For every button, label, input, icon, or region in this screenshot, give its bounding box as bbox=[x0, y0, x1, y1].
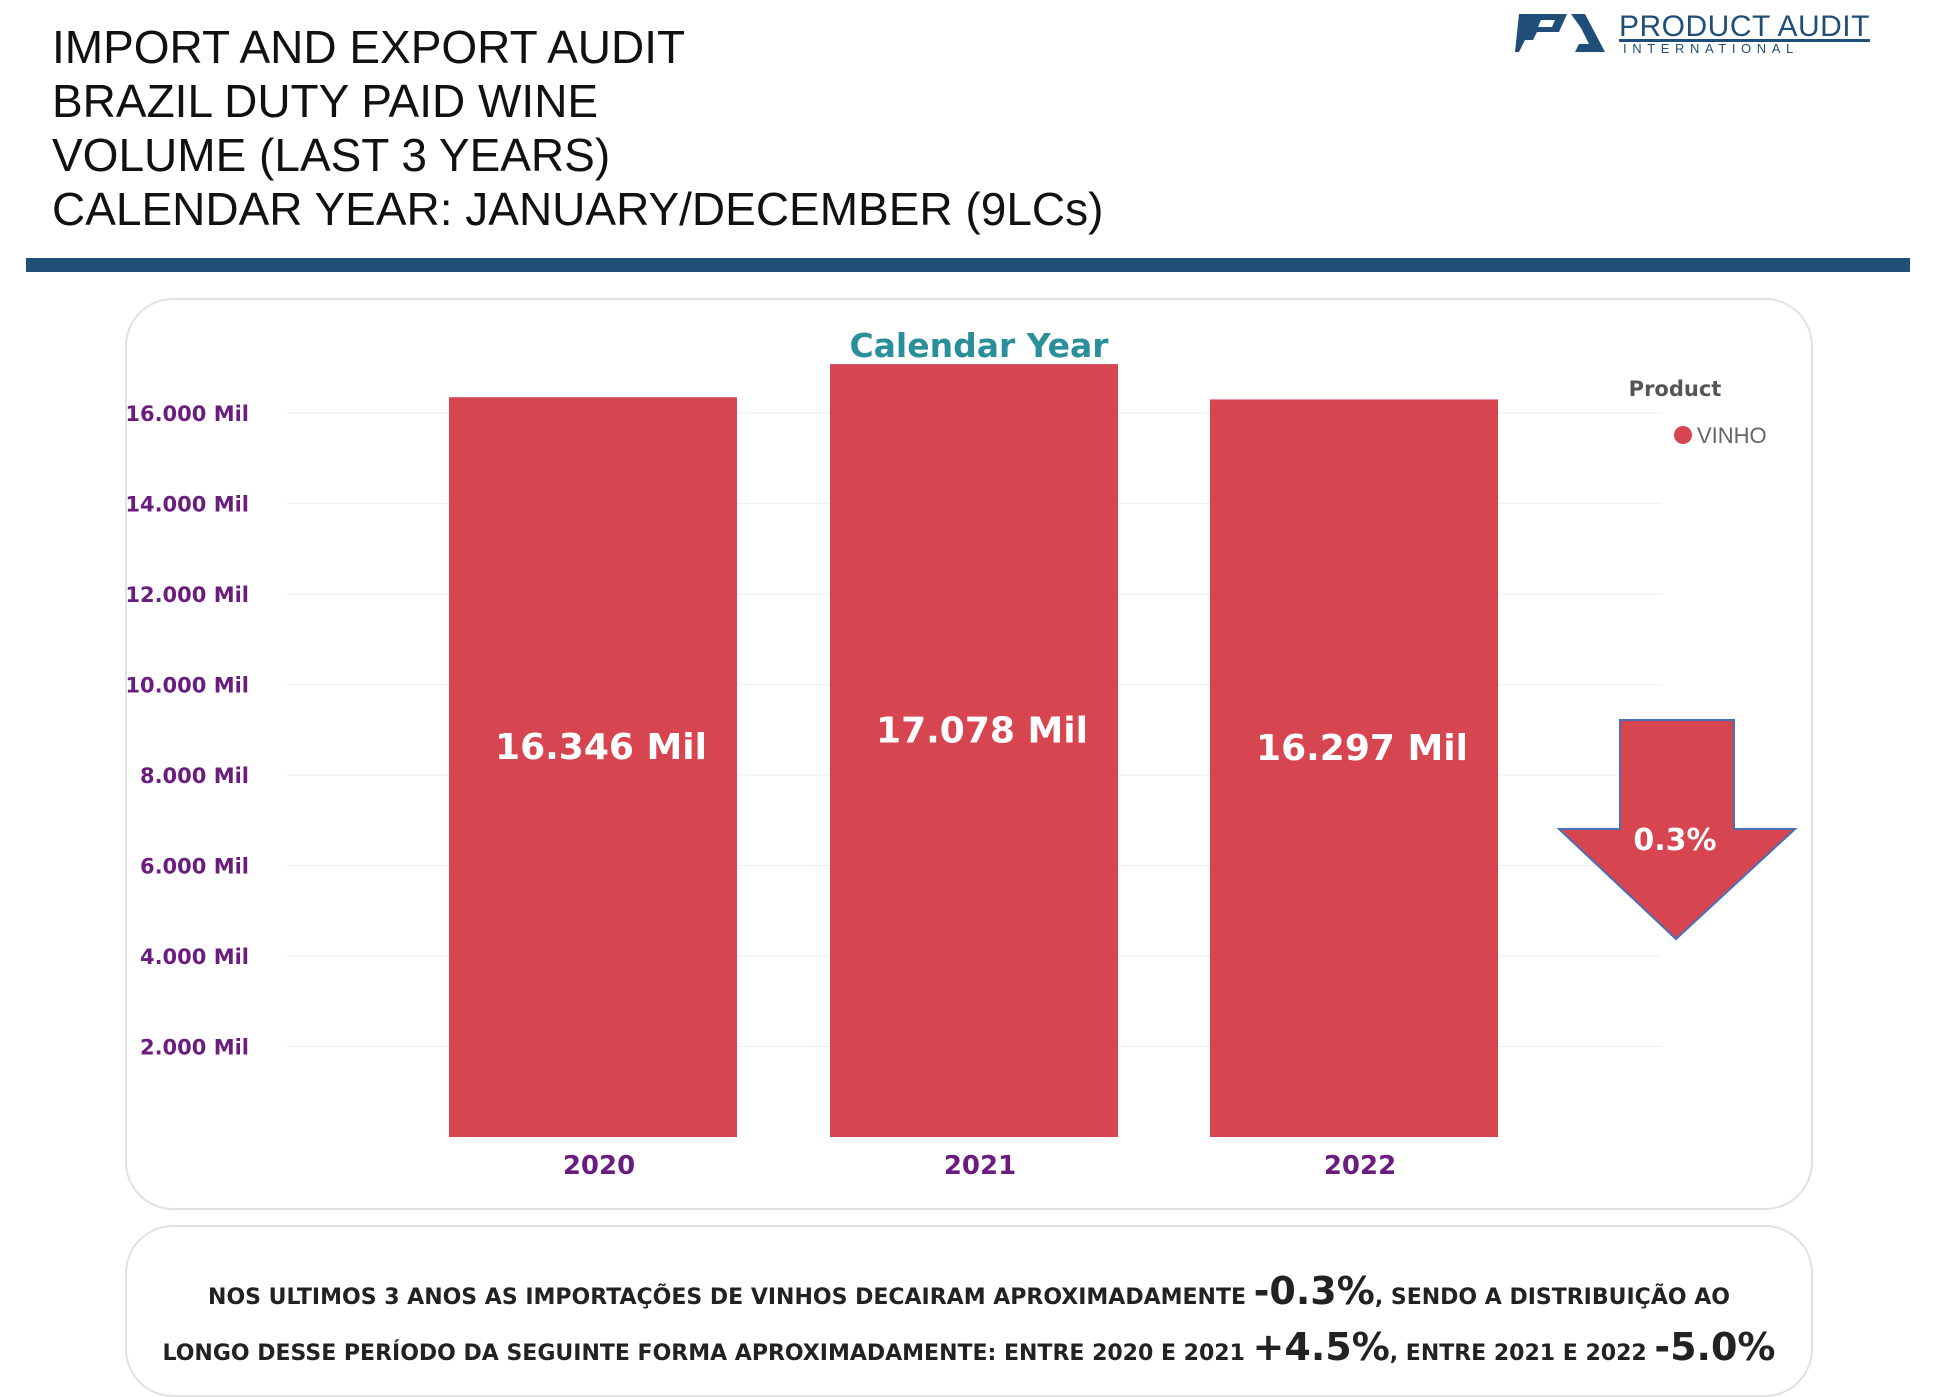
chart-title: Calendar Year bbox=[849, 326, 1109, 365]
logo-subtitle: INTERNATIONAL bbox=[1623, 41, 1799, 56]
chart-card: Calendar Year 2.000 Mil 4.000 Mil 6.000 Mi… bbox=[125, 298, 1813, 1210]
down-arrow-icon: 0.3% bbox=[1556, 719, 1798, 941]
summary-text: LONGO DESSE PERÍODO DA SEGUINTE FORMA AP… bbox=[162, 1341, 1253, 1366]
y-tick-label: 12.000 Mil bbox=[127, 583, 249, 607]
annotation-percent: 0.3% bbox=[1633, 823, 1716, 858]
y-tick-label: 4.000 Mil bbox=[140, 945, 249, 969]
bars bbox=[449, 364, 1498, 1137]
change-2020-2021-value: +4.5% bbox=[1252, 1325, 1390, 1369]
x-tick-label: 2022 bbox=[1324, 1151, 1396, 1181]
summary-line-2: LONGO DESSE PERÍODO DA SEGUINTE FORMA AP… bbox=[127, 1325, 1811, 1369]
x-tick-label: 2021 bbox=[944, 1151, 1016, 1181]
summary-card: NOS ULTIMOS 3 ANOS AS IMPORTAÇÕES DE VIN… bbox=[125, 1225, 1813, 1397]
y-tick-label: 10.000 Mil bbox=[127, 673, 249, 697]
x-axis-ticks: 2020 2021 2022 bbox=[563, 1151, 1396, 1181]
y-axis-ticks: 2.000 Mil 4.000 Mil 6.000 Mil 8.000 Mil 10.0… bbox=[127, 402, 249, 1060]
bar bbox=[830, 364, 1118, 1137]
summary-text: NOS ULTIMOS 3 ANOS AS IMPORTAÇÕES DE VIN… bbox=[208, 1285, 1254, 1310]
y-tick-label: 16.000 Mil bbox=[127, 402, 249, 426]
summary-line-1: NOS ULTIMOS 3 ANOS AS IMPORTAÇÕES DE VIN… bbox=[127, 1269, 1811, 1313]
title-line-1: IMPORT AND EXPORT AUDIT bbox=[52, 21, 686, 73]
bar bbox=[1210, 399, 1498, 1137]
title-line-3: VOLUME (LAST 3 YEARS) bbox=[52, 129, 611, 181]
page-title: IMPORT AND EXPORT AUDIT BRAZIL DUTY PAID… bbox=[52, 20, 1103, 236]
change-2021-2022-value: -5.0% bbox=[1654, 1325, 1776, 1369]
summary-text: , ENTRE 2021 E 2022 bbox=[1389, 1341, 1655, 1366]
data-label: 16.297 Mil bbox=[1256, 728, 1468, 769]
legend-marker bbox=[1674, 426, 1692, 444]
title-line-2: BRAZIL DUTY PAID WINE bbox=[52, 75, 599, 127]
y-tick-label: 8.000 Mil bbox=[140, 764, 249, 788]
bar bbox=[449, 397, 737, 1137]
title-line-4: CALENDAR YEAR: JANUARY/DECEMBER (9LCs) bbox=[52, 183, 1104, 235]
y-tick-label: 6.000 Mil bbox=[140, 854, 249, 878]
x-tick-label: 2020 bbox=[563, 1151, 635, 1181]
header-divider bbox=[26, 258, 1910, 272]
data-label: 16.346 Mil bbox=[495, 727, 707, 768]
y-tick-label: 2.000 Mil bbox=[140, 1035, 249, 1059]
legend-entry-vinho: VINHO bbox=[1697, 423, 1767, 448]
total-change-value: -0.3% bbox=[1253, 1269, 1375, 1313]
brand-logo: PRODUCT AUDIT INTERNATIONAL bbox=[1515, 8, 1885, 58]
summary-text: , SENDO A DISTRIBUIÇÃO AO bbox=[1374, 1285, 1730, 1310]
logo-name: PRODUCT AUDIT bbox=[1619, 10, 1870, 43]
pa-logo-icon bbox=[1515, 14, 1605, 52]
bar-chart: Calendar Year 2.000 Mil 4.000 Mil 6.000 Mi… bbox=[127, 326, 1798, 1181]
legend-title: Product bbox=[1629, 377, 1722, 401]
y-tick-label: 14.000 Mil bbox=[127, 492, 249, 516]
data-labels: 16.346 Mil 17.078 Mil 16.297 Mil bbox=[495, 711, 1468, 770]
data-label: 17.078 Mil bbox=[876, 711, 1088, 752]
